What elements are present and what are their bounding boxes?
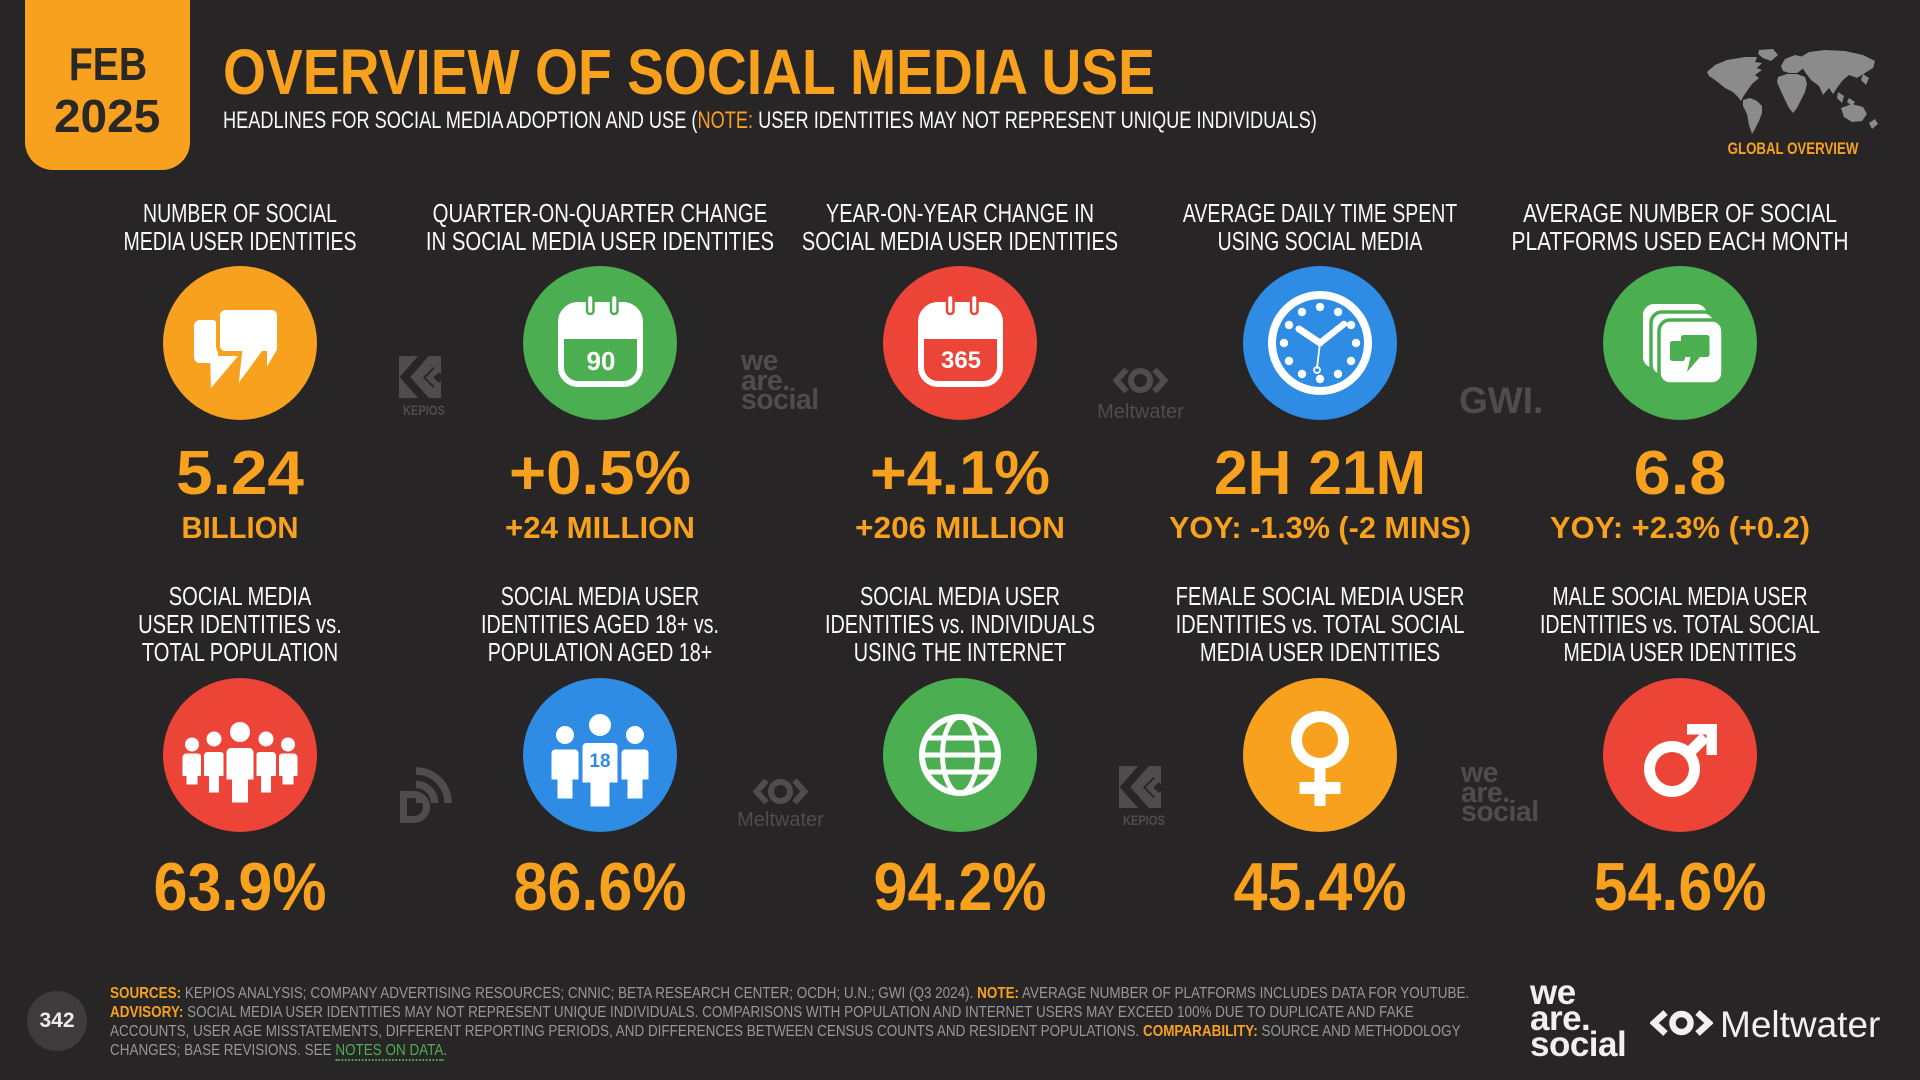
svg-text:18: 18 bbox=[589, 751, 610, 772]
svg-text:90: 90 bbox=[587, 346, 616, 376]
svg-text:365: 365 bbox=[941, 347, 981, 374]
